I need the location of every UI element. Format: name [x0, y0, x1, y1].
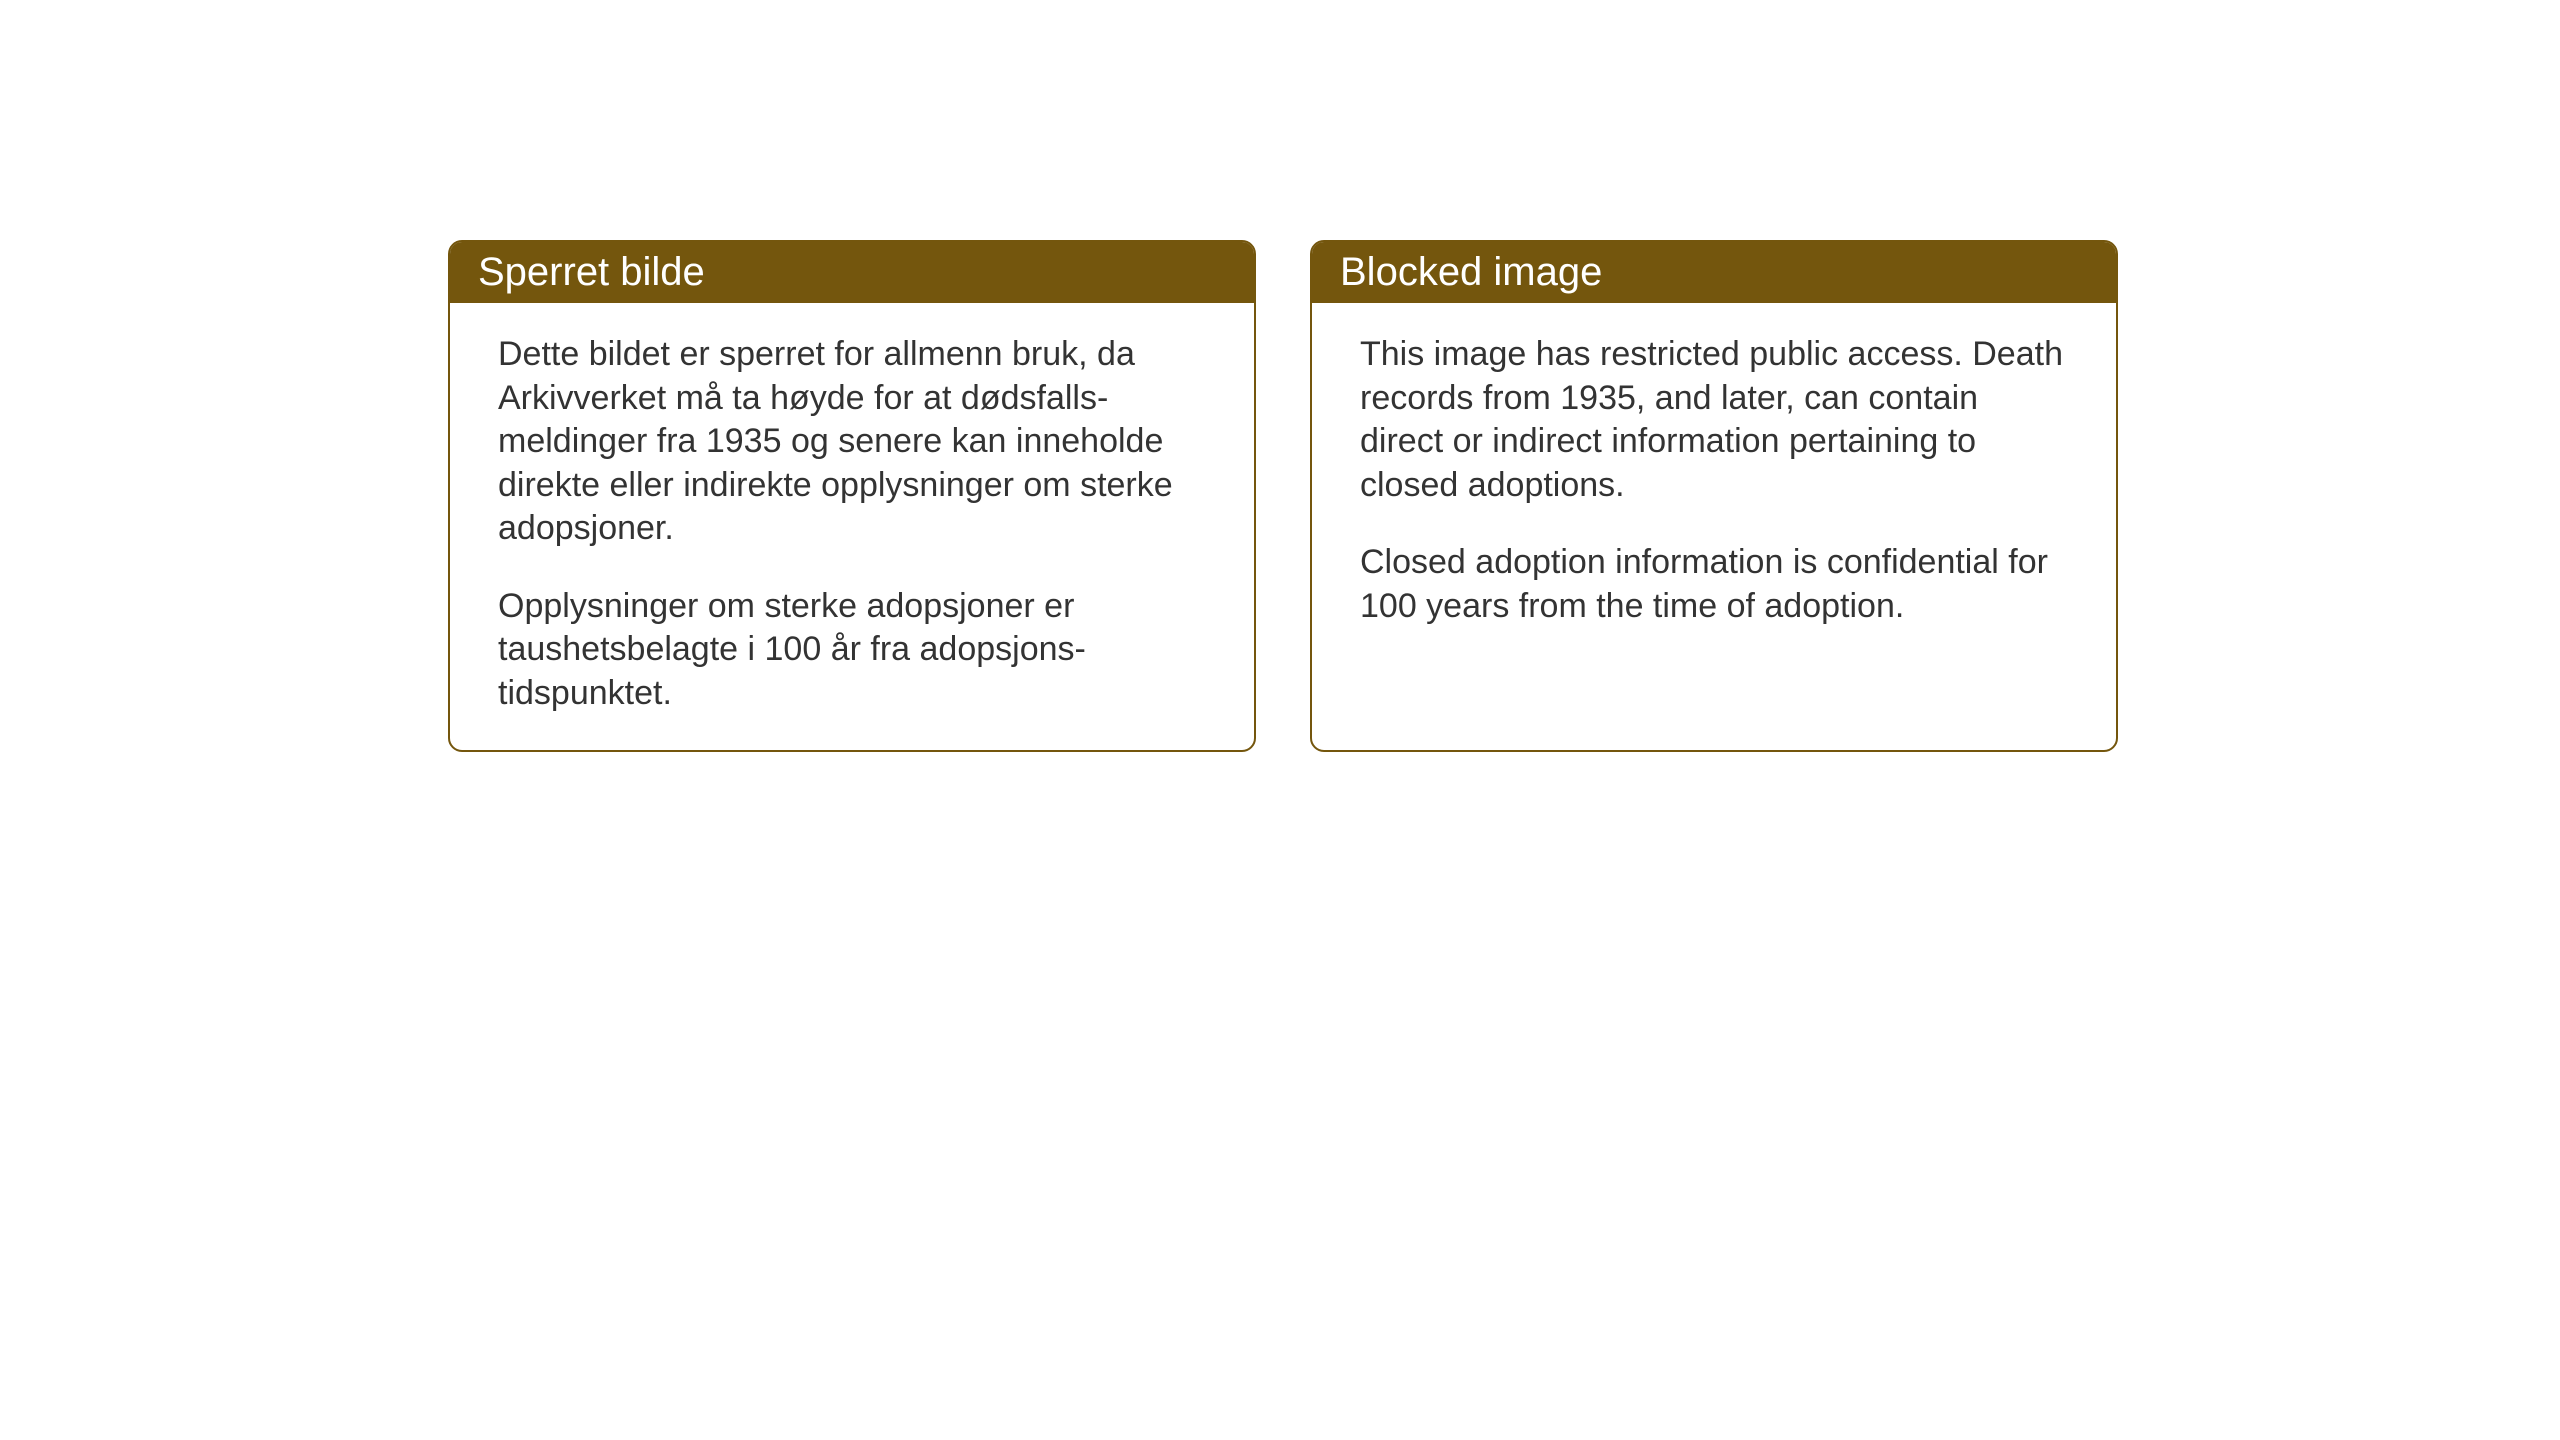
- english-paragraph-1: This image has restricted public access.…: [1360, 333, 2068, 507]
- notice-container: Sperret bilde Dette bildet er sperret fo…: [448, 240, 2118, 752]
- norwegian-paragraph-1: Dette bildet er sperret for allmenn bruk…: [498, 333, 1206, 551]
- english-card-header: Blocked image: [1312, 242, 2116, 303]
- norwegian-card-body: Dette bildet er sperret for allmenn bruk…: [450, 303, 1254, 752]
- norwegian-notice-card: Sperret bilde Dette bildet er sperret fo…: [448, 240, 1256, 752]
- english-paragraph-2: Closed adoption information is confident…: [1360, 541, 2068, 628]
- norwegian-paragraph-2: Opplysninger om sterke adopsjoner er tau…: [498, 585, 1206, 716]
- english-notice-card: Blocked image This image has restricted …: [1310, 240, 2118, 752]
- english-card-title: Blocked image: [1340, 250, 1602, 294]
- norwegian-card-header: Sperret bilde: [450, 242, 1254, 303]
- norwegian-card-title: Sperret bilde: [478, 250, 705, 294]
- english-card-body: This image has restricted public access.…: [1312, 303, 2116, 668]
